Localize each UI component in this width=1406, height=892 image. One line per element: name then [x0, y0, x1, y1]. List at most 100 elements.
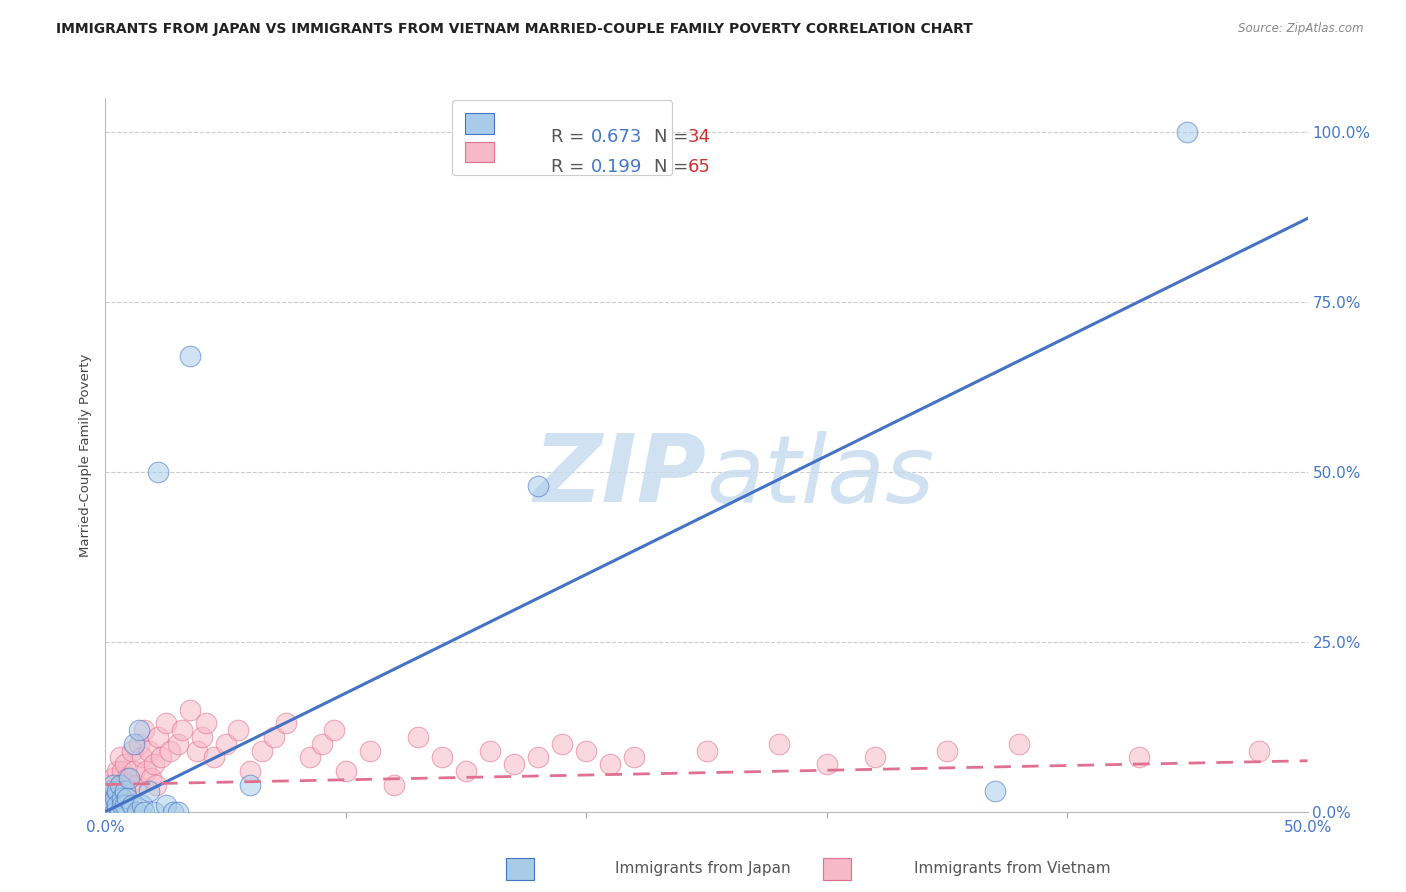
- Point: [121, 797, 143, 812]
- Point: [111, 791, 134, 805]
- Text: N =: N =: [654, 128, 693, 146]
- Point: [155, 716, 177, 731]
- Point: [114, 757, 136, 772]
- Point: [250, 743, 273, 757]
- Point: [1008, 737, 1031, 751]
- Point: [155, 797, 177, 812]
- Point: [138, 743, 160, 757]
- Point: [108, 805, 131, 819]
- Point: [202, 750, 225, 764]
- Point: [118, 778, 141, 792]
- Text: 0.199: 0.199: [591, 159, 643, 177]
- Point: [101, 778, 124, 792]
- Point: [132, 723, 155, 738]
- Point: [125, 778, 148, 792]
- Point: [190, 730, 212, 744]
- Point: [132, 805, 155, 819]
- Point: [148, 730, 170, 744]
- Point: [551, 737, 574, 751]
- Point: [115, 771, 138, 785]
- Point: [575, 743, 598, 757]
- Point: [128, 737, 150, 751]
- Point: [815, 757, 838, 772]
- Text: 0.673: 0.673: [591, 128, 643, 146]
- Point: [108, 784, 131, 798]
- Point: [125, 805, 148, 819]
- Point: [162, 805, 184, 819]
- Point: [108, 750, 131, 764]
- Point: [107, 797, 129, 812]
- Point: [108, 778, 131, 792]
- Point: [142, 805, 165, 819]
- Point: [104, 791, 127, 805]
- Point: [101, 797, 124, 812]
- Point: [111, 797, 134, 812]
- Point: [121, 743, 143, 757]
- Point: [135, 764, 157, 778]
- Point: [274, 716, 297, 731]
- Point: [179, 703, 201, 717]
- Point: [149, 750, 172, 764]
- Point: [104, 791, 127, 805]
- Point: [527, 750, 550, 764]
- Point: [114, 784, 136, 798]
- Point: [124, 764, 146, 778]
- Point: [128, 723, 150, 738]
- Point: [142, 757, 165, 772]
- Point: [148, 465, 170, 479]
- Point: [503, 757, 526, 772]
- Point: [298, 750, 321, 764]
- Point: [98, 784, 121, 798]
- Text: Source: ZipAtlas.com: Source: ZipAtlas.com: [1239, 22, 1364, 36]
- Point: [139, 771, 162, 785]
- Text: Immigrants from Vietnam: Immigrants from Vietnam: [914, 861, 1111, 876]
- Point: [101, 771, 124, 785]
- Point: [359, 743, 381, 757]
- Point: [406, 730, 429, 744]
- Point: [98, 791, 121, 805]
- Point: [111, 778, 134, 792]
- Point: [172, 723, 194, 738]
- Point: [527, 478, 550, 492]
- Point: [430, 750, 453, 764]
- Text: atlas: atlas: [707, 431, 935, 522]
- Point: [1128, 750, 1150, 764]
- Point: [322, 723, 344, 738]
- Point: [131, 797, 153, 812]
- Point: [263, 730, 285, 744]
- Text: ZIP: ZIP: [534, 430, 707, 523]
- Point: [114, 784, 136, 798]
- Point: [1249, 743, 1271, 757]
- Legend:                            ,                            : ,: [453, 100, 672, 175]
- Point: [111, 764, 134, 778]
- Point: [214, 737, 236, 751]
- Point: [179, 350, 201, 364]
- Point: [1175, 125, 1198, 139]
- Point: [239, 764, 262, 778]
- Point: [226, 723, 249, 738]
- Point: [97, 778, 120, 792]
- Point: [479, 743, 502, 757]
- Point: [984, 784, 1007, 798]
- Text: N =: N =: [654, 159, 693, 177]
- Point: [599, 757, 621, 772]
- Point: [114, 797, 136, 812]
- Point: [936, 743, 959, 757]
- Point: [239, 778, 262, 792]
- Point: [335, 764, 357, 778]
- Point: [454, 764, 477, 778]
- Point: [104, 805, 127, 819]
- Text: IMMIGRANTS FROM JAPAN VS IMMIGRANTS FROM VIETNAM MARRIED-COUPLE FAMILY POVERTY C: IMMIGRANTS FROM JAPAN VS IMMIGRANTS FROM…: [56, 22, 973, 37]
- Point: [166, 737, 188, 751]
- Text: 34: 34: [688, 128, 710, 146]
- Text: R =: R =: [551, 128, 591, 146]
- Text: R =: R =: [551, 159, 591, 177]
- Point: [107, 784, 129, 798]
- Point: [382, 778, 405, 792]
- Point: [97, 797, 120, 812]
- Text: 65: 65: [688, 159, 710, 177]
- Bar: [823, 858, 851, 880]
- Point: [98, 784, 121, 798]
- Point: [124, 737, 146, 751]
- Point: [138, 784, 160, 798]
